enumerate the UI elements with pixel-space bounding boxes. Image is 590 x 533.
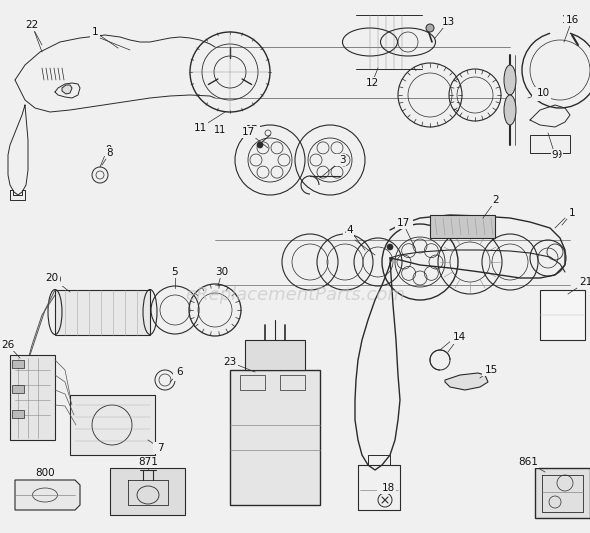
Bar — [240, 375, 265, 390]
Polygon shape — [15, 480, 80, 510]
Text: 26: 26 — [2, 340, 14, 350]
Text: 2: 2 — [492, 195, 498, 205]
Text: 871: 871 — [138, 457, 158, 467]
Circle shape — [257, 142, 263, 148]
Text: 11: 11 — [194, 123, 206, 133]
Text: 15: 15 — [484, 365, 497, 375]
Bar — [12, 360, 24, 368]
Text: 5: 5 — [172, 267, 178, 277]
Polygon shape — [110, 468, 185, 515]
Text: 22: 22 — [25, 20, 38, 30]
Text: 10: 10 — [536, 88, 549, 98]
Polygon shape — [10, 355, 55, 440]
Text: 6: 6 — [176, 367, 183, 377]
Text: 17: 17 — [246, 125, 258, 135]
Text: 21: 21 — [579, 277, 590, 287]
Text: 3: 3 — [339, 155, 345, 165]
Polygon shape — [445, 373, 488, 390]
Text: 10: 10 — [534, 90, 546, 100]
Text: 8: 8 — [107, 148, 113, 158]
Text: 800: 800 — [35, 468, 55, 478]
Text: 1: 1 — [569, 208, 575, 218]
Polygon shape — [540, 290, 585, 340]
Polygon shape — [55, 290, 150, 335]
Text: 18: 18 — [379, 483, 391, 493]
Text: 21: 21 — [579, 277, 590, 287]
Text: 23: 23 — [224, 357, 237, 367]
Text: 861: 861 — [519, 457, 537, 467]
Text: 15: 15 — [484, 365, 496, 375]
Bar — [530, 135, 570, 153]
Circle shape — [426, 24, 434, 32]
Text: 3: 3 — [337, 155, 343, 165]
Polygon shape — [70, 395, 155, 455]
Text: 17: 17 — [396, 218, 409, 228]
Text: 1: 1 — [569, 208, 575, 218]
Polygon shape — [430, 215, 495, 238]
Ellipse shape — [504, 65, 516, 95]
Text: 17: 17 — [241, 127, 255, 137]
Text: 1: 1 — [91, 27, 99, 37]
Bar — [12, 410, 24, 418]
Text: 9: 9 — [552, 150, 558, 160]
Text: 26: 26 — [1, 340, 15, 350]
Circle shape — [387, 244, 393, 250]
Text: 6: 6 — [175, 370, 181, 380]
Polygon shape — [245, 340, 305, 370]
Text: 12: 12 — [365, 78, 379, 88]
Text: 4: 4 — [345, 227, 351, 237]
Bar — [12, 385, 24, 393]
Text: 13: 13 — [441, 17, 455, 27]
Text: 30: 30 — [215, 267, 228, 277]
Text: 23: 23 — [224, 357, 236, 367]
Polygon shape — [230, 370, 320, 505]
Text: 20: 20 — [45, 273, 58, 283]
Text: 800: 800 — [36, 468, 54, 478]
Text: 871: 871 — [139, 457, 158, 467]
Text: 14: 14 — [453, 332, 466, 342]
Text: 17: 17 — [399, 217, 411, 227]
Ellipse shape — [504, 95, 516, 125]
Text: 16: 16 — [565, 15, 579, 25]
Text: 22: 22 — [25, 20, 37, 30]
Text: 8: 8 — [105, 145, 111, 155]
Text: 5: 5 — [172, 267, 178, 277]
Polygon shape — [535, 468, 590, 518]
Text: 14: 14 — [452, 333, 464, 343]
Text: 7: 7 — [157, 443, 163, 453]
Text: 2: 2 — [493, 195, 499, 205]
Bar — [280, 375, 305, 390]
Text: 9: 9 — [555, 150, 561, 160]
Text: 1: 1 — [92, 27, 98, 37]
Text: 12: 12 — [369, 80, 381, 90]
Text: 30: 30 — [214, 267, 226, 277]
Text: 7: 7 — [155, 443, 161, 453]
Polygon shape — [62, 85, 72, 94]
Text: 861: 861 — [518, 457, 538, 467]
Text: 16: 16 — [562, 15, 574, 25]
Text: 4: 4 — [347, 225, 353, 235]
Text: 18: 18 — [381, 483, 395, 493]
Text: 13: 13 — [439, 17, 451, 27]
Text: 20: 20 — [49, 275, 61, 285]
Text: eReplacementParts.com: eReplacementParts.com — [185, 286, 405, 304]
Text: 11: 11 — [214, 125, 226, 135]
